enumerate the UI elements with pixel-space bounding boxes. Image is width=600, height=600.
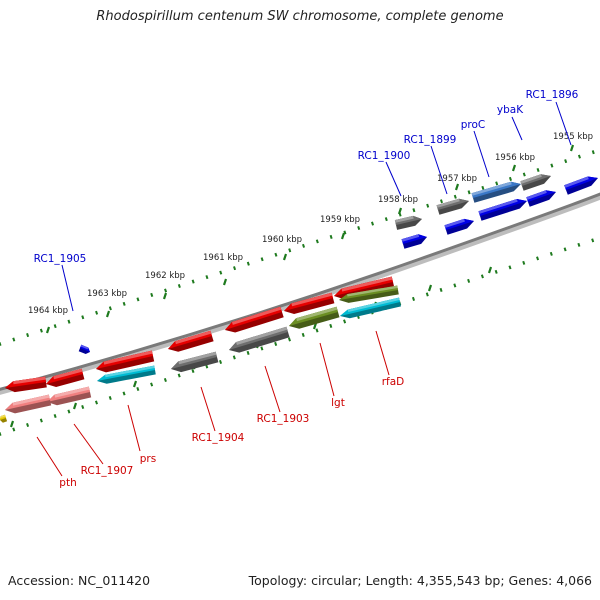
gene-label: RC1_1905	[34, 253, 87, 312]
gene-label: RC1_1904	[192, 386, 245, 444]
gene-label: RC1_1899	[404, 134, 457, 195]
gene-label: rfaD	[375, 330, 405, 388]
gene-arrow-reverse	[5, 376, 47, 393]
kbp-tick-label: 1963 kbp	[87, 289, 127, 299]
svg-text:lgt: lgt	[331, 397, 345, 409]
gene-arrow-reverse	[0, 414, 8, 423]
gene-arrow-reverse	[339, 285, 399, 303]
svg-text:rfaD: rfaD	[382, 376, 405, 388]
gene-arrow-reverse	[97, 365, 156, 384]
gene-arrow-forward	[478, 199, 527, 221]
svg-text:RC1_1905: RC1_1905	[34, 253, 87, 265]
gene-arrow-forward	[444, 218, 474, 235]
reverse-tick-row	[0, 238, 595, 436]
gene-arrow-reverse	[340, 297, 401, 319]
gene-arrow-forward	[564, 176, 598, 195]
gene-arrow-reverse	[334, 276, 395, 300]
gene-arrow-reverse	[96, 350, 155, 373]
major-tick	[397, 207, 403, 215]
gene-arrow-forward	[471, 181, 521, 203]
kbp-tick-label: 1957 kbp	[437, 174, 477, 184]
gene-arrow-reverse	[289, 306, 340, 329]
svg-text:proC: proC	[461, 119, 486, 131]
gene-label: ybaK	[497, 104, 524, 141]
gene-arrow-reverse	[225, 306, 284, 333]
kbp-tick-label: 1962 kbp	[145, 271, 185, 281]
major-tick	[427, 284, 433, 292]
gene-arrow-reverse	[47, 386, 92, 406]
gene-arrow-forward	[436, 198, 469, 215]
kbp-tick-label: 1959 kbp	[320, 215, 360, 225]
label-layer: 1955 kbp 1956 kbp 1957 kbp 1958 kbp 1959 kbp…	[28, 89, 593, 489]
major-tick	[9, 420, 15, 428]
kbp-tick-label: 1964 kbp	[28, 306, 68, 316]
major-tick	[340, 232, 346, 240]
gene-arrow-forward	[520, 174, 551, 191]
major-tick	[511, 164, 517, 172]
gene-arrow-reverse	[5, 394, 52, 414]
major-tick	[282, 253, 288, 261]
gene-label: prs	[127, 404, 156, 465]
kbp-tick-label: 1955 kbp	[553, 132, 593, 142]
gene-arrow-forward	[526, 190, 556, 207]
forward-tick-row	[0, 150, 595, 346]
kbp-tick-label: 1956 kbp	[495, 153, 535, 163]
accession-text: Accession: NC_011420	[8, 573, 151, 588]
major-tick	[162, 292, 168, 300]
svg-text:pth: pth	[59, 477, 76, 489]
major-tick	[222, 278, 228, 286]
gene-arrow-reverse	[171, 351, 219, 373]
map-title: Rhodospirillum centenum SW chromosome, c…	[96, 9, 504, 24]
gene-label: pth	[36, 436, 77, 489]
svg-text:RC1_1900: RC1_1900	[358, 150, 411, 162]
gene-arrow-reverse	[284, 292, 335, 314]
gene-label: lgt	[319, 342, 345, 409]
svg-text:RC1_1899: RC1_1899	[404, 134, 457, 146]
svg-text:RC1_1907: RC1_1907	[81, 465, 134, 477]
svg-text:RC1_1903: RC1_1903	[257, 413, 310, 425]
gene-arrow-forward	[394, 215, 422, 230]
major-tick	[487, 266, 493, 274]
gene-arrow-reverse	[168, 330, 214, 352]
chromosome-backbone	[0, 192, 600, 391]
genome-summary: Topology: circular; Length: 4,355,543 bp…	[248, 573, 592, 588]
gene-label: RC1_1907	[73, 423, 134, 477]
major-tick	[454, 183, 460, 191]
gene-arrow-forward	[78, 344, 90, 354]
kbp-tick-label: 1958 kbp	[378, 195, 418, 205]
svg-text:ybaK: ybaK	[497, 104, 524, 116]
gene-arrow-reverse	[229, 326, 290, 353]
gene-arrow-reverse	[46, 368, 85, 387]
major-tick	[45, 326, 51, 334]
kbp-tick-label: 1961 kbp	[203, 253, 243, 263]
gene-label: RC1_1896	[526, 89, 579, 146]
kbp-tick-label: 1960 kbp	[262, 235, 302, 245]
gene-label: proC	[461, 119, 490, 178]
gene-label: RC1_1903	[257, 365, 310, 425]
major-tick	[132, 380, 138, 388]
major-tick	[72, 402, 78, 410]
gene-arrow-forward	[401, 234, 427, 249]
svg-text:RC1_1904: RC1_1904	[192, 432, 245, 444]
major-tick	[569, 144, 575, 152]
gene-layer	[0, 174, 598, 423]
major-tick	[105, 310, 111, 318]
svg-text:prs: prs	[140, 453, 156, 465]
svg-text:RC1_1896: RC1_1896	[526, 89, 579, 101]
gene-label: RC1_1900	[358, 150, 411, 197]
